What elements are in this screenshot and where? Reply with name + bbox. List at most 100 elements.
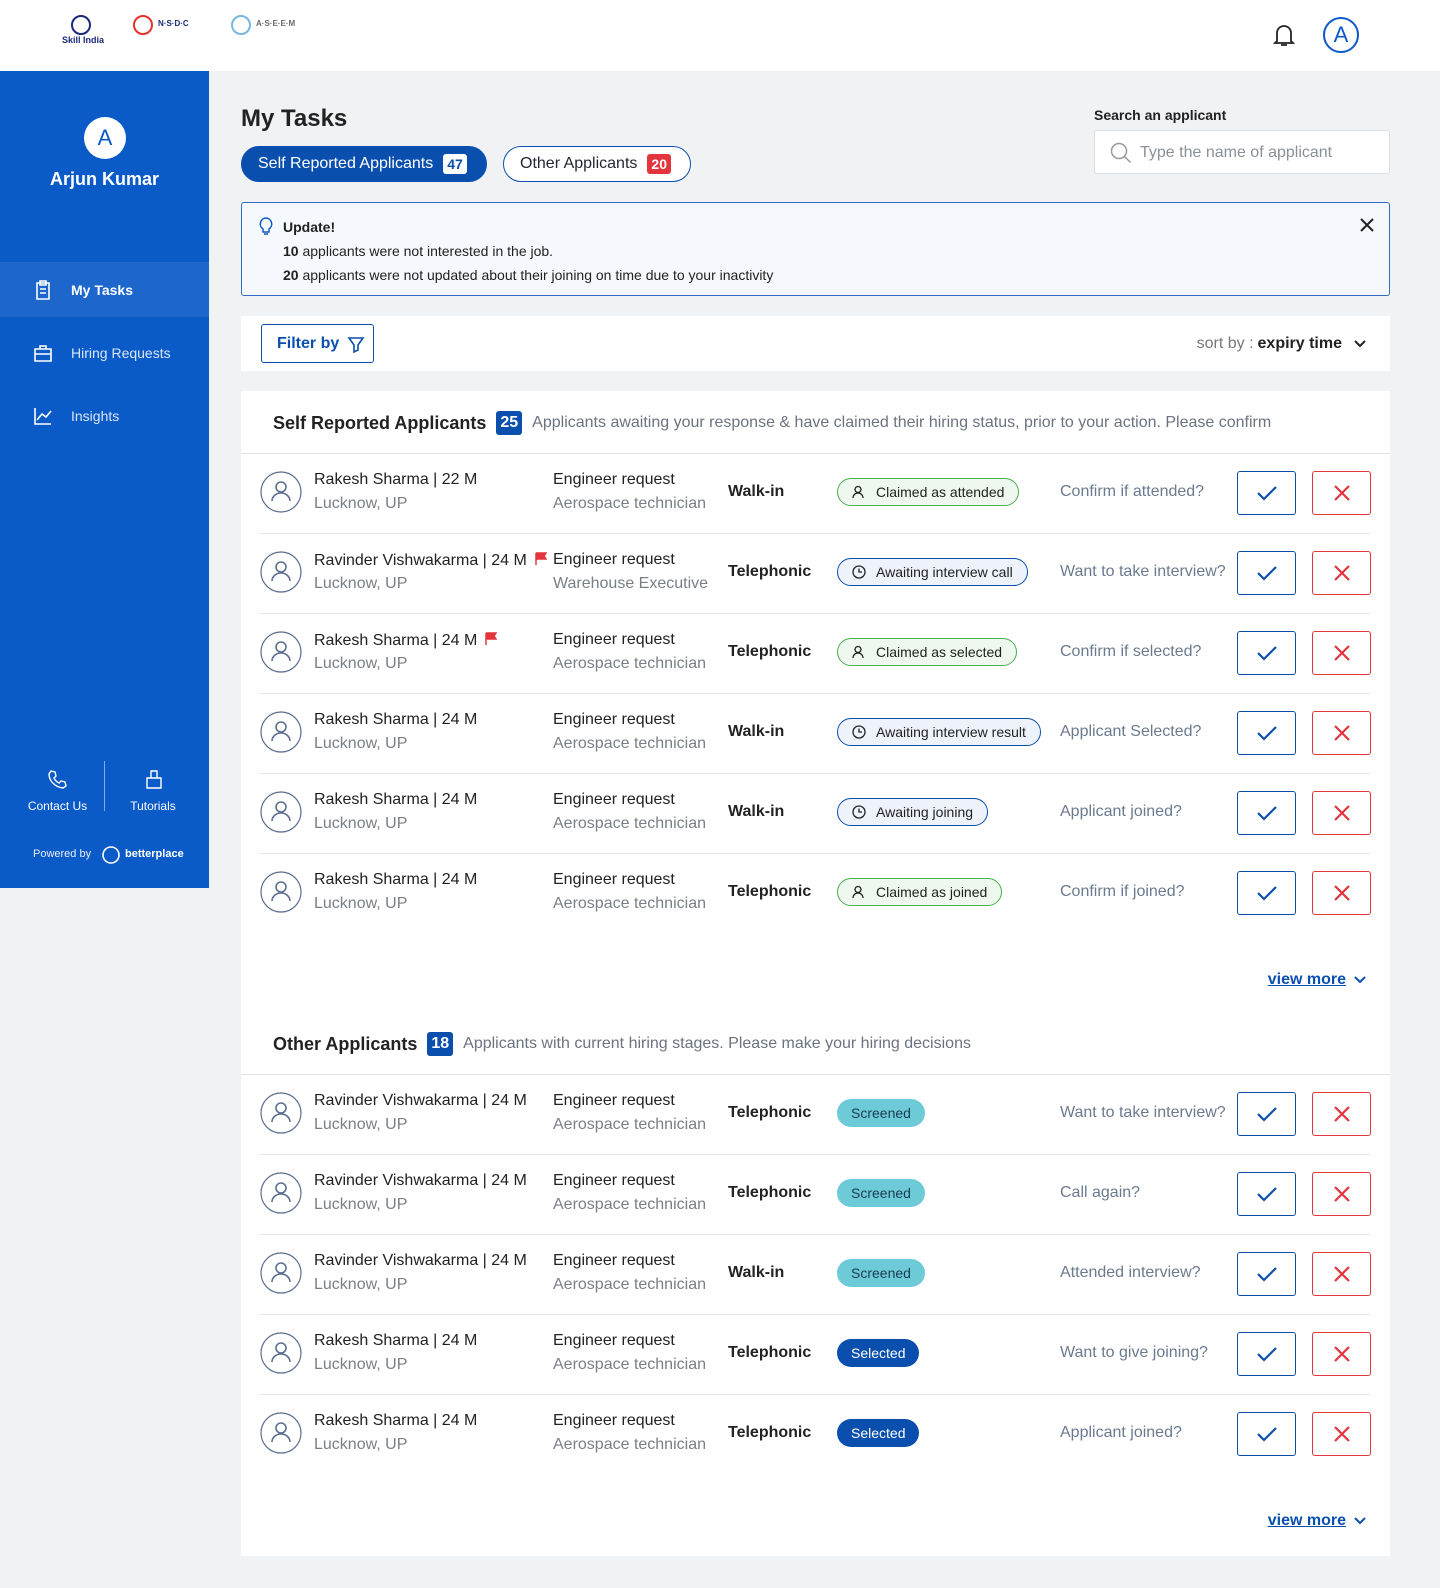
confirm-button[interactable]: [1237, 791, 1296, 835]
update-text: applicants were not updated about their …: [302, 267, 774, 283]
job-request: Engineer request: [553, 551, 675, 568]
status-pill: Claimed as joined: [837, 878, 1003, 906]
status-text: Screened: [851, 1185, 911, 1201]
filter-label: Filter by: [277, 334, 340, 352]
update-count: 10: [283, 243, 299, 259]
reject-button[interactable]: [1312, 871, 1371, 915]
confirm-button[interactable]: [1237, 871, 1296, 915]
tab[interactable]: Other Applicants 20: [503, 146, 691, 182]
job-role: Warehouse Executive: [553, 575, 709, 592]
status-text: Claimed as attended: [876, 484, 1005, 500]
nav-item[interactable]: Hiring Requests: [0, 325, 209, 380]
filter-button[interactable]: Filter by: [261, 324, 374, 363]
row-divider: [260, 1234, 1370, 1235]
icon: [34, 345, 52, 362]
icon: [260, 1252, 302, 1294]
confirm-button[interactable]: [1237, 1332, 1296, 1376]
confirm-button[interactable]: [1237, 1252, 1296, 1296]
row-divider: [260, 853, 1370, 854]
chevron: [1354, 1517, 1366, 1525]
action-question: Applicant Selected?: [1060, 723, 1202, 740]
applicant-avatar: [260, 631, 302, 673]
interview-mode: Telephonic: [728, 1424, 812, 1441]
reject-button[interactable]: [1312, 551, 1371, 595]
close-button[interactable]: [1359, 217, 1375, 233]
nav-icon: [32, 342, 54, 364]
footer-link[interactable]: Tutorials: [130, 799, 176, 813]
applicant-avatar: [260, 1332, 302, 1374]
view-more-text: view more: [1267, 1512, 1346, 1529]
status-icon: [852, 645, 866, 659]
job-role: Aerospace technician: [553, 1356, 706, 1373]
header-avatar[interactable]: A: [1323, 17, 1359, 53]
status-pill: Awaiting joining: [837, 798, 989, 826]
sort-label: sort by :: [1196, 335, 1254, 352]
icon: [260, 1092, 302, 1134]
search-placeholder: Type the name of applicant: [1140, 144, 1333, 161]
job-request: Engineer request: [553, 791, 675, 808]
section-header: Self Reported Applicants 25 Applicants awa…: [273, 411, 1271, 435]
applicant-name: Rakesh Sharma | 22 M: [314, 471, 478, 488]
confirm-button[interactable]: [1237, 1412, 1296, 1456]
icon: [1354, 340, 1366, 348]
search-input[interactable]: Type the name of applicant: [1094, 130, 1390, 174]
reject-button[interactable]: [1312, 471, 1371, 515]
nav-item[interactable]: Insights: [0, 388, 209, 443]
confirm-button[interactable]: [1237, 471, 1296, 515]
confirm-button[interactable]: [1237, 711, 1296, 755]
reject-button[interactable]: [1312, 1092, 1371, 1136]
sort-control[interactable]: sort by : expiry time: [1197, 335, 1366, 353]
confirm-button[interactable]: [1237, 1092, 1296, 1136]
icon: [1110, 142, 1132, 164]
icon: [260, 791, 302, 833]
interview-mode: Telephonic: [728, 1184, 812, 1201]
applicant-location: Lucknow, UP: [314, 1116, 408, 1133]
job-request: Engineer request: [553, 1252, 675, 1269]
logo-mark: [70, 14, 92, 40]
reject-button[interactable]: [1312, 791, 1371, 835]
flag-icon: [535, 552, 548, 566]
icon: [133, 15, 153, 35]
status-text: Screened: [851, 1265, 911, 1281]
bell-icon: [1272, 22, 1296, 48]
x-icon: [1333, 645, 1350, 661]
status-icon: [852, 485, 866, 499]
reject-button[interactable]: [1312, 711, 1371, 755]
confirm-button[interactable]: [1237, 1172, 1296, 1216]
footer-link[interactable]: Contact Us: [27, 799, 88, 813]
check-icon: [1256, 726, 1277, 741]
applicant-row: Rakesh Sharma | 24 M Lucknow, UP Engineer …: [241, 1395, 1390, 1475]
confirm-button[interactable]: [1237, 551, 1296, 595]
view-more[interactable]: view more: [1268, 1512, 1366, 1530]
applicant-location: Lucknow, UP: [314, 815, 408, 832]
update-title: Update!: [283, 219, 336, 235]
nav-label: Insights: [71, 408, 120, 424]
x-icon: [1333, 1266, 1350, 1282]
nav-label: My Tasks: [71, 282, 133, 298]
view-more-text: view more: [1267, 971, 1346, 988]
icon: [347, 336, 365, 353]
applicant-location: Lucknow, UP: [314, 575, 408, 592]
section-card: Self Reported Applicants 25 Applicants awa…: [241, 391, 1390, 1015]
tab-count: 20: [647, 154, 671, 174]
update-line: 10 applicants were not interested in the…: [283, 243, 553, 259]
tab[interactable]: Self Reported Applicants 47: [241, 146, 487, 182]
icon: [852, 805, 866, 819]
chevron: [1354, 340, 1366, 348]
brand-mark: [101, 845, 121, 865]
check-icon: [1256, 806, 1277, 821]
icon: [34, 408, 52, 425]
icon: [231, 15, 251, 35]
row-divider: [260, 1394, 1370, 1395]
nav-item[interactable]: My Tasks: [0, 262, 209, 317]
reject-button[interactable]: [1312, 631, 1371, 675]
reject-button[interactable]: [1312, 1172, 1371, 1216]
reject-button[interactable]: [1312, 1412, 1371, 1456]
check-icon: [1256, 1187, 1277, 1202]
interview-mode: Walk-in: [728, 1264, 785, 1281]
job-role: Aerospace technician: [553, 735, 706, 752]
reject-button[interactable]: [1312, 1332, 1371, 1376]
reject-button[interactable]: [1312, 1252, 1371, 1296]
view-more[interactable]: view more: [1268, 971, 1366, 989]
confirm-button[interactable]: [1237, 631, 1296, 675]
